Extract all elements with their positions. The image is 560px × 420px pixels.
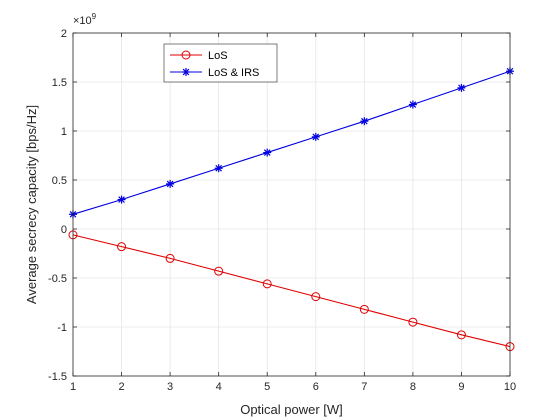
x-tick-label: 4 bbox=[216, 381, 222, 393]
y-tick-label: 1 bbox=[61, 126, 67, 138]
legend-box bbox=[163, 43, 278, 83]
plot-area bbox=[73, 33, 510, 376]
data-point bbox=[214, 266, 224, 276]
data-point bbox=[214, 164, 223, 173]
series-line bbox=[72, 234, 511, 348]
data-point bbox=[311, 292, 321, 302]
data-point bbox=[117, 242, 127, 252]
y-tick-label: -1.5 bbox=[48, 371, 67, 383]
x-axis-label: Optical power [W] bbox=[240, 402, 343, 417]
x-tick-label: 6 bbox=[313, 381, 319, 393]
data-point bbox=[408, 100, 417, 109]
data-point bbox=[408, 317, 418, 327]
data-point bbox=[456, 330, 466, 340]
legend-marker bbox=[181, 50, 191, 60]
data-point bbox=[457, 83, 466, 92]
x-tick-label: 1 bbox=[70, 381, 76, 393]
data-point bbox=[263, 148, 272, 157]
x-tick-label: 8 bbox=[410, 381, 416, 393]
x-tick-label: 9 bbox=[458, 381, 464, 393]
legend-label: LoS bbox=[208, 50, 228, 62]
legend-item: LoS & IRS bbox=[170, 67, 259, 79]
legend: LoS LoS & IRS bbox=[163, 43, 278, 83]
y-axis-label: Average secrecy capacity [bps/Hz] bbox=[24, 105, 39, 304]
x-tick-label: 3 bbox=[167, 381, 173, 393]
x-tick-label: 2 bbox=[118, 381, 124, 393]
axis-ticks: 1 2 3 4 5 6 7 8 9 10 -1.5 -1 -0.5 0 0.5 1 1.5 2 bbox=[48, 28, 516, 393]
y-tick-label: 0 bbox=[61, 224, 67, 236]
y-tick-label: 0.5 bbox=[52, 175, 67, 187]
data-point bbox=[117, 195, 126, 204]
legend-label: LoS & IRS bbox=[208, 67, 259, 79]
data-point bbox=[165, 253, 175, 263]
series-line bbox=[72, 70, 511, 215]
axes-box bbox=[72, 32, 511, 377]
x-tick-label: 10 bbox=[504, 381, 516, 393]
data-point bbox=[359, 304, 369, 314]
data-point bbox=[166, 179, 175, 188]
x-tick-label: 5 bbox=[264, 381, 270, 393]
y-tick-label: 1.5 bbox=[52, 77, 67, 89]
legend-marker bbox=[182, 68, 190, 76]
x-tick-label: 7 bbox=[361, 381, 367, 393]
y-tick-label: 2 bbox=[61, 28, 67, 40]
y-exponent-label: ×109 bbox=[73, 12, 97, 27]
data-point bbox=[262, 279, 272, 289]
y-tick-label: -1 bbox=[57, 322, 67, 334]
y-tick-label: -0.5 bbox=[48, 273, 67, 285]
data-point bbox=[311, 132, 320, 141]
legend-item: LoS bbox=[170, 50, 228, 62]
data-point bbox=[360, 117, 369, 126]
